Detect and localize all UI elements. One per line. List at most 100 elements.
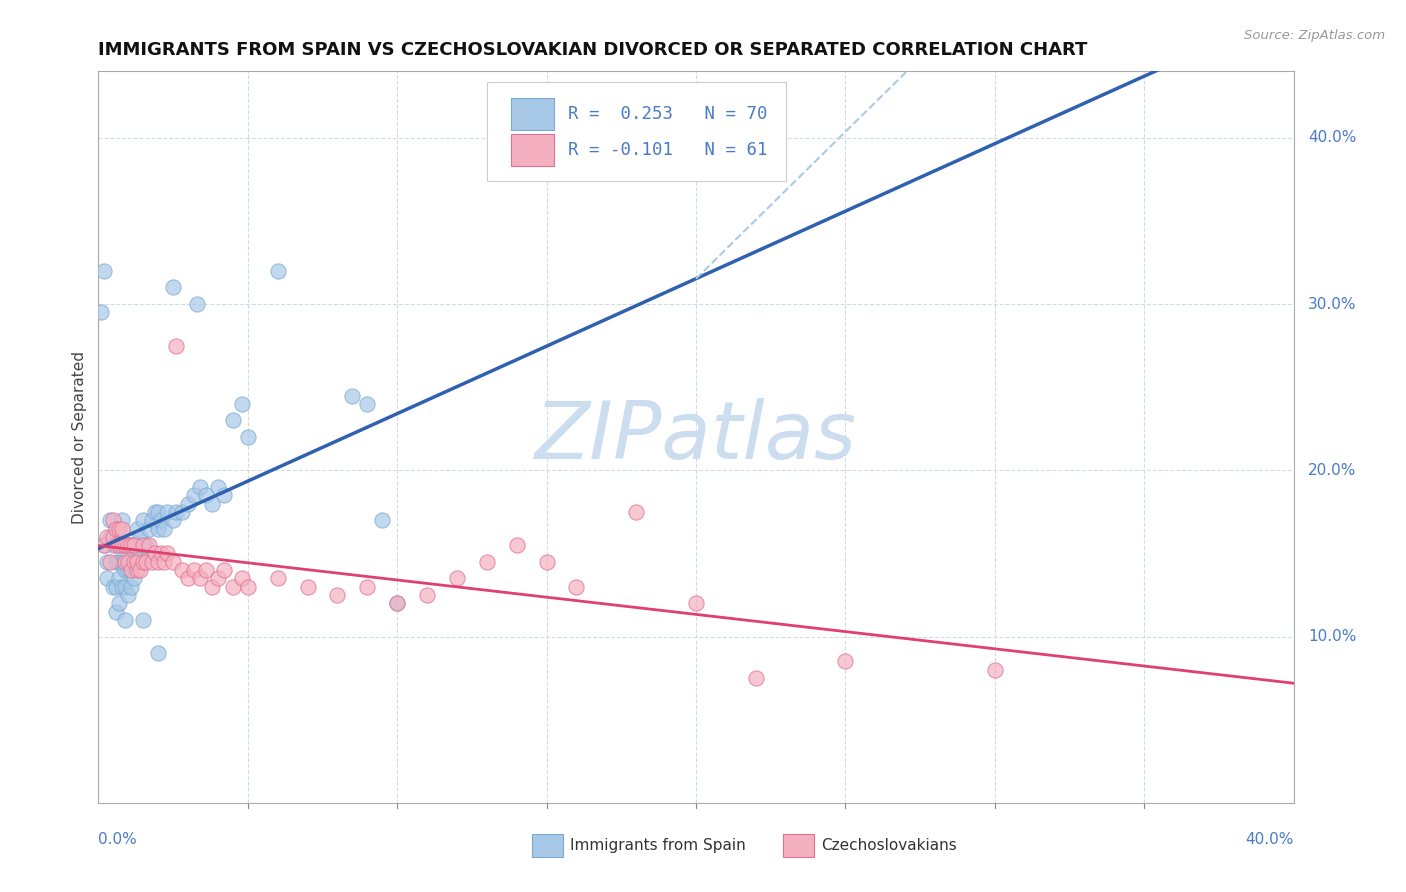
Point <box>183 488 205 502</box>
Point <box>111 538 134 552</box>
Point <box>127 563 149 577</box>
Point <box>162 513 184 527</box>
Point <box>267 264 290 278</box>
Point <box>297 580 319 594</box>
Point <box>111 580 134 594</box>
Text: 0.0%: 0.0% <box>98 832 138 847</box>
Text: R = -0.101   N = 61: R = -0.101 N = 61 <box>568 141 768 159</box>
Point <box>98 530 122 544</box>
Point <box>108 596 131 610</box>
Point <box>111 555 134 569</box>
Point <box>105 555 128 569</box>
Point <box>114 555 136 569</box>
FancyBboxPatch shape <box>783 833 814 857</box>
Point <box>141 513 163 527</box>
Text: 20.0%: 20.0% <box>1308 463 1357 478</box>
Point <box>186 297 208 311</box>
Point <box>96 555 118 569</box>
Point <box>148 521 170 535</box>
Point <box>165 338 187 352</box>
Point <box>536 555 558 569</box>
Point <box>103 513 125 527</box>
Point <box>177 571 200 585</box>
Point <box>165 505 187 519</box>
Point <box>117 538 139 552</box>
Point <box>177 497 200 511</box>
Point <box>745 671 768 685</box>
Point <box>475 555 498 569</box>
Point <box>93 264 115 278</box>
Point <box>132 613 155 627</box>
Point <box>124 555 146 569</box>
Point <box>222 580 245 594</box>
Point <box>129 546 152 560</box>
Point <box>195 563 218 577</box>
Point <box>162 280 184 294</box>
Point <box>222 413 245 427</box>
Point <box>120 563 142 577</box>
Point <box>129 563 152 577</box>
Point <box>188 571 211 585</box>
Point <box>108 538 131 552</box>
Point <box>212 563 235 577</box>
Point <box>117 555 139 569</box>
Point <box>98 513 122 527</box>
Point <box>132 513 155 527</box>
Point <box>127 538 149 552</box>
Point <box>105 605 128 619</box>
Point <box>356 397 378 411</box>
Point <box>143 546 166 560</box>
Text: R =  0.253   N = 70: R = 0.253 N = 70 <box>568 104 768 123</box>
Point <box>565 580 588 594</box>
Point <box>150 546 173 560</box>
Text: 40.0%: 40.0% <box>1246 832 1294 847</box>
Point <box>153 521 176 535</box>
Point <box>129 530 152 544</box>
Point <box>212 488 235 502</box>
Point <box>231 571 253 585</box>
Point <box>626 505 648 519</box>
Text: 40.0%: 40.0% <box>1308 130 1357 145</box>
Point <box>231 397 253 411</box>
Point <box>162 555 184 569</box>
FancyBboxPatch shape <box>533 833 564 857</box>
Point <box>132 538 155 552</box>
Point <box>105 538 128 552</box>
Point <box>117 538 139 552</box>
Point <box>96 571 118 585</box>
Point <box>96 530 118 544</box>
Point <box>111 521 134 535</box>
Point <box>984 663 1007 677</box>
Point <box>111 538 134 552</box>
Point <box>117 563 139 577</box>
Point <box>108 555 131 569</box>
Point <box>132 538 155 552</box>
FancyBboxPatch shape <box>486 82 786 181</box>
Point <box>114 538 136 552</box>
Point <box>446 571 468 585</box>
Point <box>93 538 115 552</box>
Point <box>120 563 142 577</box>
Point <box>326 588 349 602</box>
Point <box>98 555 122 569</box>
Point <box>172 505 194 519</box>
Text: Source: ZipAtlas.com: Source: ZipAtlas.com <box>1244 29 1385 42</box>
Point <box>138 538 160 552</box>
Text: 30.0%: 30.0% <box>1308 297 1357 311</box>
Point <box>236 580 259 594</box>
Text: Czechoslovakians: Czechoslovakians <box>821 838 957 853</box>
Point <box>834 655 856 669</box>
Point <box>108 538 131 552</box>
Point <box>114 538 136 552</box>
Point <box>416 588 439 602</box>
Point <box>114 580 136 594</box>
Point <box>356 580 378 594</box>
Point <box>90 305 112 319</box>
Point <box>117 588 139 602</box>
Point <box>385 596 409 610</box>
Point <box>103 538 125 552</box>
Point <box>141 555 163 569</box>
Point <box>132 555 155 569</box>
Point <box>103 530 125 544</box>
Point <box>114 613 136 627</box>
